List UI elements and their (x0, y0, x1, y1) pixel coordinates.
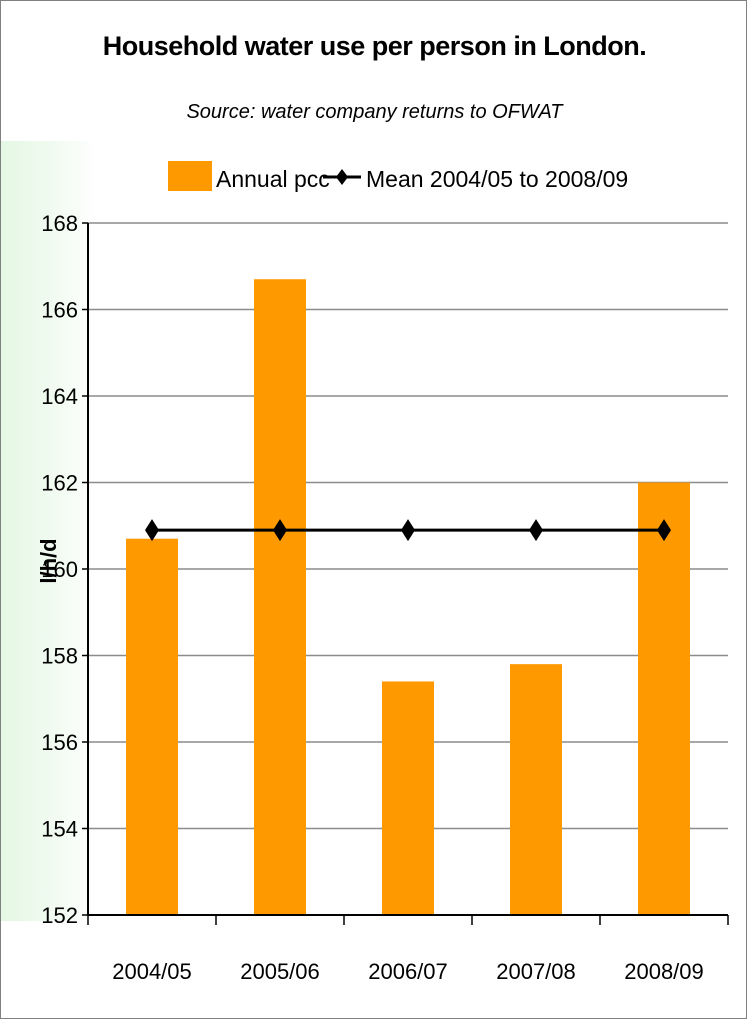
x-tick-label: 2008/09 (624, 959, 704, 984)
x-tick-label: 2006/07 (368, 959, 448, 984)
legend-label-annual-pcc: Annual pcc (216, 166, 330, 192)
bar-2005-06 (254, 279, 306, 916)
mean-line-series (145, 519, 671, 542)
mean-marker (273, 519, 287, 542)
legend-label-mean: Mean 2004/05 to 2008/09 (366, 166, 628, 192)
mean-marker (529, 519, 543, 542)
x-tick-label: 2004/05 (112, 959, 192, 984)
axes (82, 222, 729, 925)
bar-series (126, 279, 690, 916)
mean-marker (145, 519, 159, 542)
gridlines (88, 222, 728, 830)
y-tick-label: 168 (41, 211, 78, 236)
chart-subtitle: Source: water company returns to OFWAT (186, 101, 563, 123)
background-decoration (1, 141, 96, 921)
legend-swatch-annual-pcc (168, 161, 212, 191)
bar-2006-07 (382, 681, 434, 915)
y-tick-label: 152 (41, 903, 78, 928)
y-tick-label: 160 (41, 557, 78, 582)
y-tick-label: 164 (41, 384, 78, 409)
y-tick-label: 166 (41, 298, 78, 323)
mean-marker (401, 519, 415, 542)
y-tick-label: 156 (41, 730, 78, 755)
bar-2008-09 (638, 482, 690, 915)
mean-marker (657, 519, 671, 542)
chart-title: Household water use per person in London… (102, 31, 647, 61)
legend: Annual pcc Mean 2004/05 to 2008/09 (168, 161, 628, 192)
y-tick-label: 154 (41, 817, 78, 842)
bar-2004-05 (126, 538, 178, 915)
tick-labels: 152 154 156 158 160 162 164 166 168 2004/05 2005/0… (41, 211, 703, 984)
x-tick-label: 2005/06 (240, 959, 320, 984)
y-tick-label: 158 (41, 644, 78, 669)
legend-marker-mean (336, 169, 348, 185)
y-tick-label: 162 (41, 471, 78, 496)
bar-2007-08 (510, 664, 562, 915)
y-axis-label: l/h/d (36, 538, 61, 583)
x-tick-label: 2007/08 (496, 959, 576, 984)
